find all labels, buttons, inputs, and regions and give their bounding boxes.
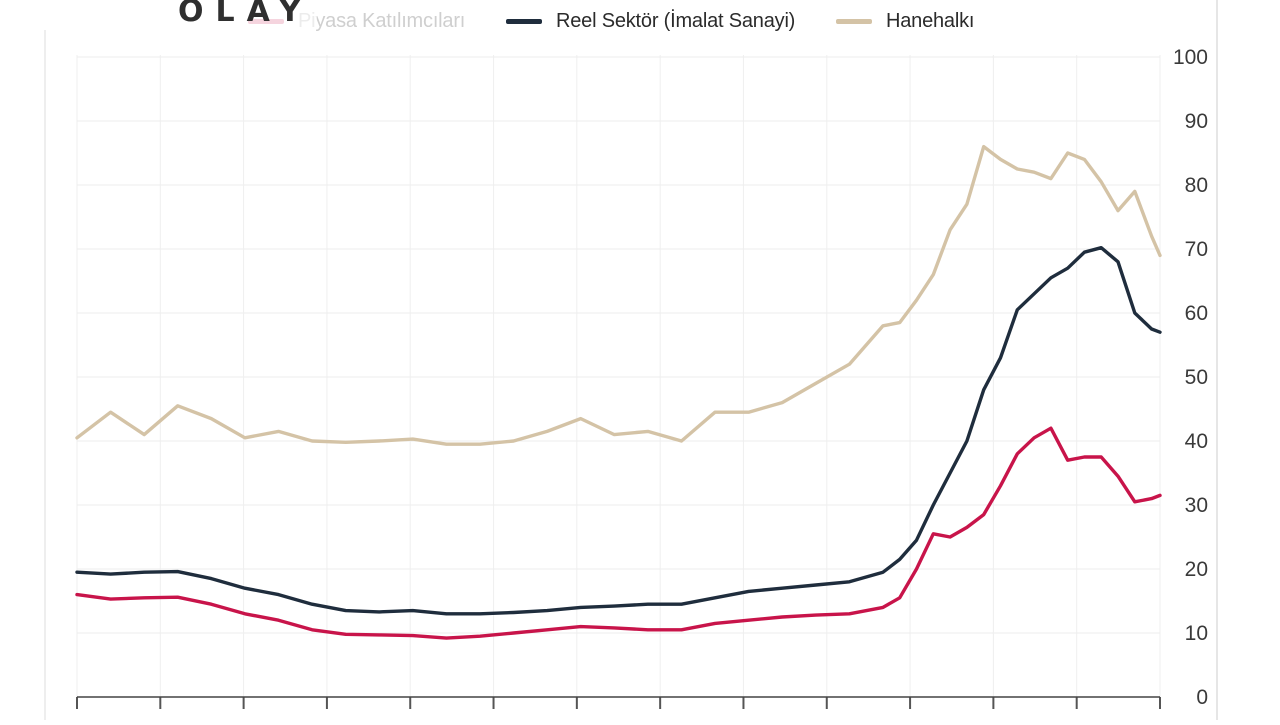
grid: [76, 55, 1161, 697]
y-tick-label: 100: [1173, 46, 1208, 69]
y-tick-label: 30: [1185, 494, 1208, 517]
series-line-0: [75, 426, 1162, 640]
y-tick-label: 80: [1185, 174, 1208, 197]
legend-item-hanehalki[interactable]: Hanehalkı: [836, 10, 974, 33]
legend-item-reel-sektor[interactable]: Reel Sektör (İmalat Sanayi): [506, 10, 795, 33]
legend-swatch-hanehalki: [836, 19, 872, 24]
y-tick-label: 70: [1185, 238, 1208, 261]
y-tick-label: 0: [1196, 686, 1208, 709]
y-tick-label: 20: [1185, 558, 1208, 581]
right-frame-border: [1216, 0, 1218, 720]
y-tick-label: 40: [1185, 430, 1208, 453]
left-frame-border: [44, 30, 46, 720]
y-tick-label: 60: [1185, 302, 1208, 325]
y-axis-tick-labels: 0 10 20 30 40 50 60 70 80 90 100: [1173, 46, 1208, 709]
brand-logo: OLAY: [174, 0, 317, 29]
axes: [76, 696, 1161, 709]
legend-label-reel-sektor: Reel Sektör (İmalat Sanayi): [556, 10, 796, 32]
chart-legend: Piyasa Katılımcıları Reel Sektör (İmalat…: [0, 6, 1280, 36]
series-line-1: [75, 245, 1162, 616]
y-tick-label: 10: [1185, 622, 1208, 645]
legend-label-hanehalki: Hanehalkı: [886, 10, 975, 32]
y-tick-label: 50: [1185, 366, 1208, 389]
y-tick-label: 90: [1185, 110, 1208, 133]
legend-label-piyasa: Piyasa Katılımcıları: [298, 10, 466, 32]
series-lines: [75, 144, 1162, 640]
series-line-2: [75, 144, 1162, 446]
legend-swatch-reel-sektor: [506, 19, 542, 24]
